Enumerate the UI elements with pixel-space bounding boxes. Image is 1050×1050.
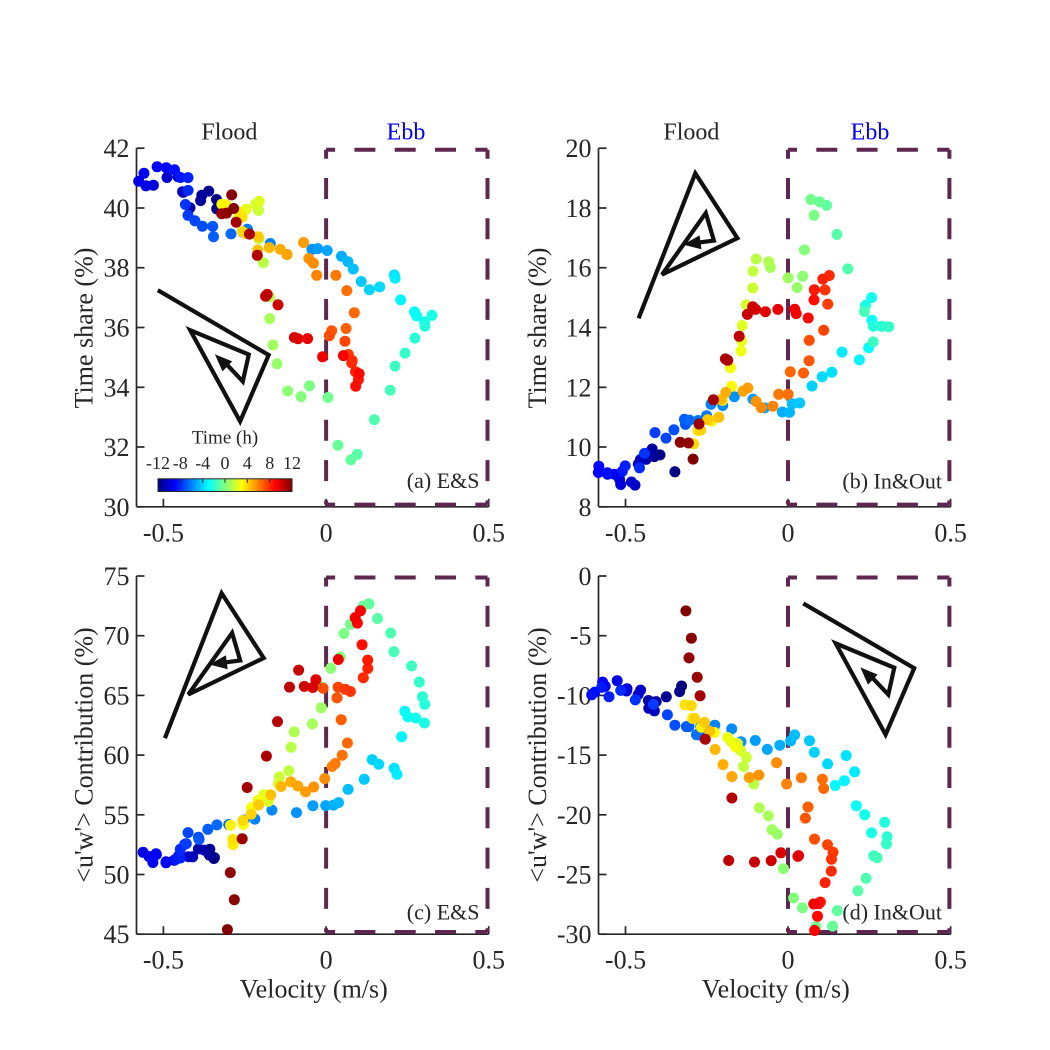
svg-text:55: 55: [104, 801, 130, 830]
svg-text:8: 8: [265, 453, 274, 473]
svg-text:(b) In&Out: (b) In&Out: [842, 469, 942, 494]
svg-text:18: 18: [566, 194, 592, 223]
svg-text:70: 70: [104, 622, 130, 651]
svg-text:Ebb: Ebb: [387, 120, 426, 146]
svg-text:0.5: 0.5: [472, 946, 505, 975]
svg-text:20: 20: [566, 134, 592, 163]
svg-text:-4: -4: [195, 453, 210, 473]
svg-text:16: 16: [566, 254, 592, 283]
svg-text:34: 34: [104, 373, 130, 402]
svg-text:0: 0: [579, 562, 592, 591]
svg-text:8: 8: [579, 493, 592, 522]
svg-text:-20: -20: [557, 801, 592, 830]
svg-text:0: 0: [320, 518, 333, 547]
svg-text:-0.5: -0.5: [605, 946, 646, 975]
svg-text:Time share (%): Time share (%): [523, 248, 552, 409]
svg-text:Ebb: Ebb: [851, 120, 890, 146]
svg-text:4: 4: [243, 453, 252, 473]
svg-text:Velocity (m/s): Velocity (m/s): [702, 975, 850, 1004]
svg-text:0: 0: [782, 946, 795, 975]
svg-text:0.5: 0.5: [472, 518, 505, 547]
svg-text:(a) E&S: (a) E&S: [407, 468, 480, 493]
svg-text:-0.5: -0.5: [143, 518, 184, 547]
svg-text:42: 42: [104, 134, 130, 163]
svg-text:50: 50: [104, 861, 130, 890]
svg-text:0: 0: [320, 946, 333, 975]
svg-text:36: 36: [104, 314, 130, 343]
svg-text:Flood: Flood: [201, 120, 257, 146]
svg-text:Flood: Flood: [663, 120, 719, 146]
svg-text:-0.5: -0.5: [143, 946, 184, 975]
svg-text:10: 10: [566, 433, 592, 462]
svg-text:-10: -10: [557, 681, 592, 710]
svg-text:-15: -15: [557, 741, 592, 770]
svg-text:32: 32: [104, 433, 130, 462]
svg-text:(d) In&Out: (d) In&Out: [842, 900, 942, 925]
svg-text:-12: -12: [146, 453, 170, 473]
svg-text:-8: -8: [173, 453, 188, 473]
svg-text:0: 0: [221, 453, 230, 473]
svg-text:75: 75: [104, 562, 130, 591]
svg-text:14: 14: [566, 314, 592, 343]
svg-text:(c) E&S: (c) E&S: [407, 899, 480, 924]
svg-text:-5: -5: [570, 622, 592, 651]
svg-text:-0.5: -0.5: [605, 518, 646, 547]
svg-text:-25: -25: [557, 861, 592, 890]
svg-text:Time share (%): Time share (%): [70, 248, 99, 409]
svg-text:-30: -30: [557, 920, 592, 949]
svg-text:40: 40: [104, 194, 130, 223]
svg-text:45: 45: [104, 920, 130, 949]
svg-text:0: 0: [782, 518, 795, 547]
svg-text:30: 30: [104, 493, 130, 522]
svg-text:0.5: 0.5: [934, 946, 967, 975]
svg-text:0.5: 0.5: [934, 518, 967, 547]
svg-text:Velocity (m/s): Velocity (m/s): [240, 975, 388, 1004]
svg-text:12: 12: [566, 373, 592, 402]
svg-text:65: 65: [104, 681, 130, 710]
svg-text:Time (h): Time (h): [192, 428, 258, 449]
svg-text:<u'w'> Contribution (%): <u'w'> Contribution (%): [70, 627, 99, 882]
svg-text:60: 60: [104, 741, 130, 770]
svg-text:12: 12: [283, 453, 301, 473]
svg-text:<u'w'> Contribution (%): <u'w'> Contribution (%): [523, 627, 552, 882]
svg-text:38: 38: [104, 254, 130, 283]
